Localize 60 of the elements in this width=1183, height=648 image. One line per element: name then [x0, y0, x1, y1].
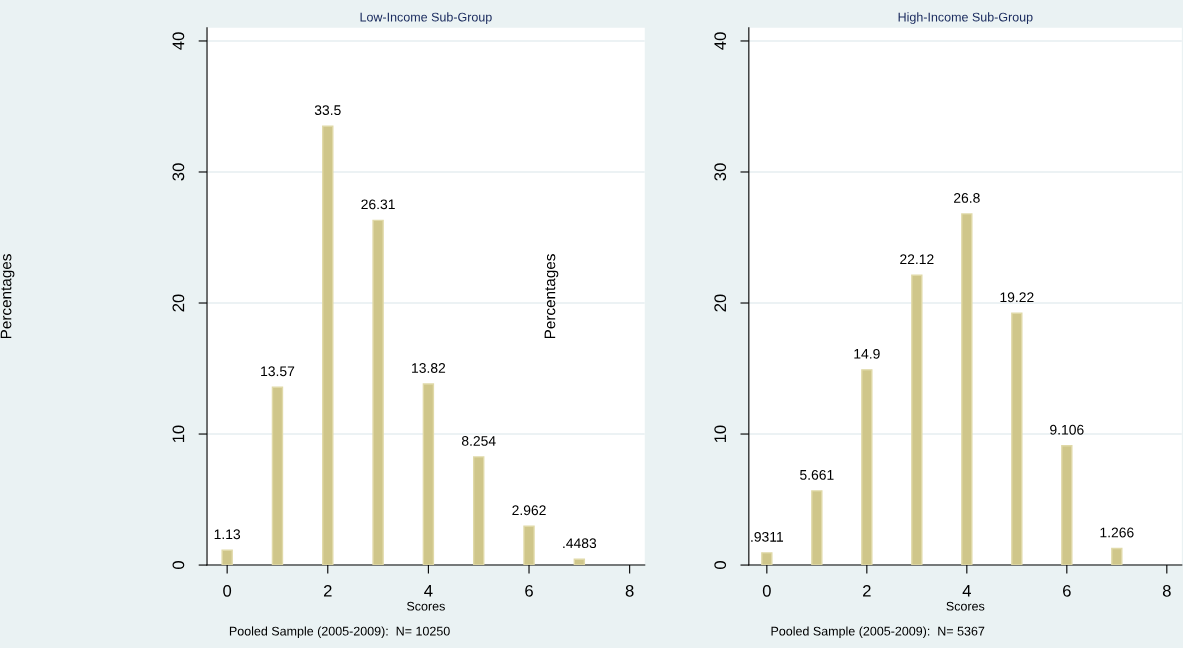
data-label: 13.82 [412, 363, 446, 373]
data-label: 22.12 [900, 254, 934, 265]
chart-title: Low-Income Sub-Group [360, 12, 492, 24]
y-tick-label: 30 [714, 163, 727, 181]
data-label: 5.661 [800, 469, 834, 480]
y-axis-title: Percentages [0, 254, 15, 339]
bar [271, 386, 284, 566]
bar [472, 456, 485, 566]
data-label: 13.57 [261, 366, 295, 377]
x-tick-label: 6 [525, 584, 533, 597]
data-label: .4483 [563, 538, 597, 549]
bar [221, 549, 233, 566]
data-label: 19.22 [1000, 292, 1034, 303]
y-tick-label: 20 [714, 294, 727, 312]
bar [1061, 445, 1073, 566]
x-tick-label: 6 [1063, 584, 1071, 597]
data-label: 2.962 [512, 505, 546, 516]
x-tick-label: 2 [863, 584, 871, 597]
data-label: 1.13 [214, 529, 241, 540]
y-tick-label: 40 [172, 32, 185, 50]
bar [761, 552, 773, 566]
x-tick-label: 0 [762, 584, 771, 597]
x-tick-label: 4 [962, 585, 971, 597]
x-axis-title: Scores [946, 601, 985, 611]
y-tick-label: 10 [172, 425, 185, 443]
data-label: .9311 [751, 531, 784, 542]
y-axis-title: Percentages [544, 254, 559, 339]
x-tick-label: 2 [323, 584, 332, 597]
y-tick-label: 0 [172, 561, 185, 570]
bar [422, 383, 435, 566]
y-tick-label: 20 [172, 294, 185, 312]
x-axis-title: Scores [407, 601, 445, 611]
data-label: 26.31 [361, 199, 395, 210]
bar [1011, 312, 1023, 566]
x-tick-label: 8 [625, 584, 634, 597]
bar [372, 219, 384, 566]
bar [961, 213, 973, 566]
bar [911, 274, 923, 566]
data-label: 26.8 [954, 193, 980, 203]
bar [523, 525, 535, 566]
data-label: 9.106 [1050, 424, 1084, 435]
chart-title: High-Income Sub-Group [898, 12, 1033, 24]
data-label: 1.266 [1100, 527, 1134, 538]
data-label: 33.5 [314, 105, 341, 116]
bar [573, 558, 586, 566]
y-tick-label: 10 [714, 425, 727, 443]
text: Pooled Sample (2005-2009): N= 5367 [771, 626, 985, 639]
bar [811, 490, 823, 566]
x-tick-label: 8 [1162, 584, 1171, 597]
data-label: 14.9 [854, 348, 880, 359]
bar [322, 125, 334, 566]
data-label: 8.254 [461, 436, 496, 446]
text: Pooled Sample (2005-2009): N= 10250 [229, 626, 450, 639]
bar [861, 369, 873, 566]
x-tick-label: 4 [424, 585, 433, 597]
x-tick-label: 0 [223, 584, 232, 597]
y-tick-label: 30 [172, 163, 185, 181]
y-tick-label: 40 [714, 32, 727, 50]
y-tick-label: 0 [714, 561, 727, 570]
bar [1111, 547, 1123, 566]
